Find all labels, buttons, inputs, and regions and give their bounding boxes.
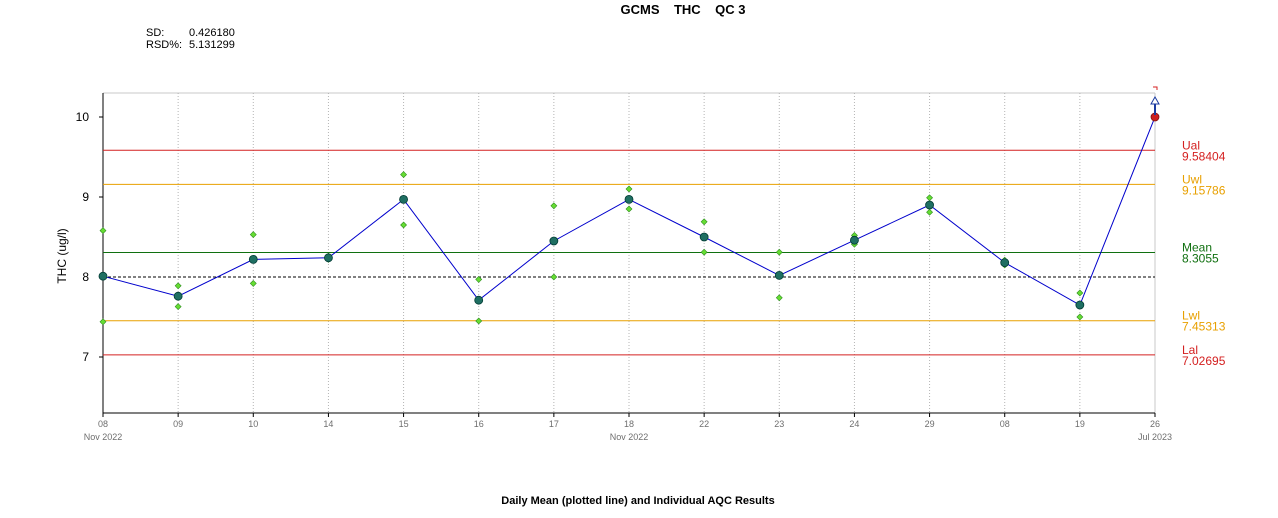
x-tick-label: 29	[925, 419, 935, 429]
daily-mean-point	[474, 295, 484, 305]
x-tick-label: 18	[624, 419, 634, 429]
y-tick-label: 9	[82, 190, 89, 204]
daily-mean-point	[624, 194, 634, 204]
control-value-uwl: 9.15786	[1182, 183, 1226, 197]
out-of-range-flag	[1153, 86, 1158, 90]
individual-result-point	[550, 202, 558, 210]
individual-result-point	[475, 317, 483, 325]
control-name-lal: Lal	[1182, 343, 1198, 357]
individual-result-point	[99, 318, 107, 326]
individual-result-point	[1076, 313, 1084, 321]
x-tick-label: 19	[1075, 419, 1085, 429]
daily-mean-point	[925, 200, 934, 210]
daily-mean-series	[98, 112, 1160, 310]
individual-result-point	[400, 171, 407, 179]
individual-result-point	[475, 275, 483, 283]
daily-mean-point	[774, 270, 784, 280]
x-tick-label: 17	[549, 419, 559, 429]
individual-result-point	[550, 273, 558, 281]
stat-label: RSD%:	[146, 39, 182, 51]
individual-result-point	[926, 208, 933, 216]
individual-result-point	[700, 218, 708, 226]
individual-result-point	[174, 303, 182, 311]
y-tick-label: 8	[82, 270, 89, 284]
x-tick-label: 26	[1150, 419, 1160, 429]
individual-result-point	[700, 248, 708, 256]
x-tick-label: 24	[849, 419, 859, 429]
individual-results	[99, 171, 1084, 326]
individual-result-point	[249, 231, 257, 239]
individual-result-point	[775, 294, 783, 302]
control-name-mean: Mean	[1182, 241, 1212, 255]
daily-mean-point	[98, 271, 108, 281]
daily-mean-point	[399, 194, 408, 204]
x-tick-label: 08	[1000, 419, 1010, 429]
x-month-label: Nov 2022	[610, 432, 649, 442]
x-axis-ticks: 08 09 10 14 15 16 17 18 22 23 24 29 08 19 26 Nov 2022 No…	[84, 413, 1172, 442]
control-value-lwl: 7.45313	[1182, 320, 1226, 334]
x-tick-label: 10	[248, 419, 258, 429]
y-tick-label: 7	[82, 350, 89, 364]
daily-mean-point	[324, 253, 333, 263]
x-tick-label: 22	[699, 419, 709, 429]
control-value-ual: 9.58404	[1182, 149, 1226, 163]
individual-result-point	[775, 248, 783, 256]
control-name-lwl: Lwl	[1182, 309, 1200, 323]
control-value-lal: 7.02695	[1182, 354, 1226, 368]
x-tick-label: 15	[399, 419, 409, 429]
out-of-range-arrow-head	[1150, 95, 1160, 105]
daily-mean-point	[850, 235, 859, 245]
individual-result-point	[625, 185, 633, 193]
control-value-mean: 8.3055	[1182, 252, 1219, 266]
individual-result-point	[174, 282, 182, 290]
y-axis-ticks: 7 8 9 10	[76, 110, 103, 364]
stat-value: 0.426180	[189, 27, 235, 39]
stats-panel: SD: 0.426180 RSD%: 5.131299	[146, 27, 235, 51]
individual-result-point	[1076, 289, 1084, 297]
chart-caption: Daily Mean (plotted line) and Individual…	[501, 495, 774, 507]
individual-result-point	[926, 194, 933, 202]
daily-mean-point	[699, 232, 709, 242]
y-tick-label: 10	[76, 110, 90, 124]
x-tick-label: 09	[173, 419, 183, 429]
daily-mean-point	[1075, 300, 1085, 310]
x-tick-label: 14	[323, 419, 333, 429]
x-tick-label: 23	[774, 419, 784, 429]
stat-value: 5.131299	[189, 39, 235, 51]
y-axis-label: THC (ug/l)	[55, 228, 69, 283]
x-tick-label: 08	[98, 419, 108, 429]
out-of-range-marker	[1150, 86, 1160, 115]
daily-mean-point	[1000, 258, 1010, 268]
control-name-uwl: Uwl	[1182, 172, 1202, 186]
control-name-ual: Ual	[1182, 138, 1200, 152]
x-tick-label: 16	[474, 419, 484, 429]
individual-result-point	[400, 221, 407, 229]
individual-result-point	[249, 279, 257, 287]
x-month-label: Jul 2023	[1138, 432, 1172, 442]
x-month-label: Nov 2022	[84, 432, 123, 442]
individual-result-point	[625, 205, 633, 213]
stat-label: SD:	[146, 27, 164, 39]
chart-title: GCMS THC QC 3	[621, 2, 746, 17]
daily-mean-point	[248, 254, 258, 264]
daily-mean-point	[173, 291, 183, 301]
daily-mean-point	[549, 236, 559, 246]
individual-result-point	[99, 227, 107, 235]
